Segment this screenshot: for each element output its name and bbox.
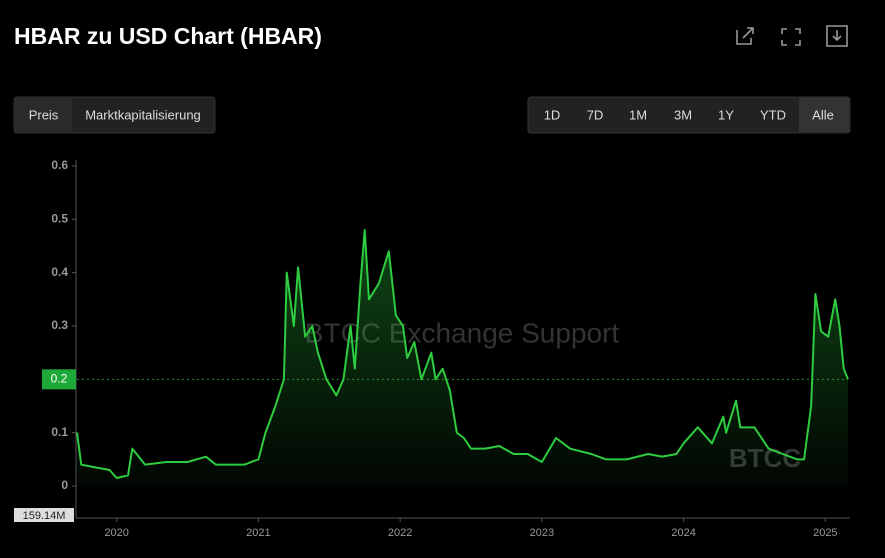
x-tick-label: 2023 xyxy=(530,527,554,539)
range-button[interactable]: 1M xyxy=(629,107,647,122)
y-tick-label: 0.5 xyxy=(51,212,68,226)
y-tick-label: 0.1 xyxy=(51,425,68,439)
x-tick-label: 2021 xyxy=(246,527,270,539)
range-button[interactable]: 1Y xyxy=(718,107,734,122)
last-price-label: 0.2 xyxy=(51,372,68,386)
price-area xyxy=(77,230,848,486)
range-button[interactable]: 3M xyxy=(674,107,692,122)
x-tick-label: 2022 xyxy=(388,527,412,539)
tab-button[interactable]: Preis xyxy=(29,107,59,122)
x-tick-label: 2020 xyxy=(104,527,128,539)
range-group: 1D 7D 1M 3M 1Y YTD Alle xyxy=(527,96,851,134)
range-button[interactable]: 7D xyxy=(587,107,604,122)
download-icon[interactable] xyxy=(826,25,848,47)
range-button[interactable]: Alle xyxy=(812,107,834,122)
volume-label-box xyxy=(14,508,74,522)
range-active xyxy=(799,98,849,132)
price-line xyxy=(76,229,849,479)
range-button[interactable]: 1D xyxy=(544,107,561,122)
tab-group: Preis Marktkapitalisierung xyxy=(13,96,216,134)
last-price-box xyxy=(42,369,76,390)
y-tick-label: 0.4 xyxy=(51,265,68,279)
y-tick-label: 0.6 xyxy=(51,158,68,172)
x-tick-label: 2024 xyxy=(671,527,695,539)
header-icons[interactable] xyxy=(736,25,848,47)
y-tick-label: 0 xyxy=(61,478,68,492)
fullscreen-icon[interactable] xyxy=(781,28,801,46)
x-tick-label: 2025 xyxy=(813,527,837,539)
share-icon[interactable] xyxy=(736,27,754,45)
tab-button[interactable]: Marktkapitalisierung xyxy=(85,107,201,122)
y-tick-label: 0.3 xyxy=(51,318,68,332)
range-button[interactable]: YTD xyxy=(760,107,786,122)
volume-label: 159.14M xyxy=(23,510,66,522)
chart-title: HBAR zu USD Chart (HBAR) xyxy=(14,23,322,49)
tab-active xyxy=(15,98,72,132)
